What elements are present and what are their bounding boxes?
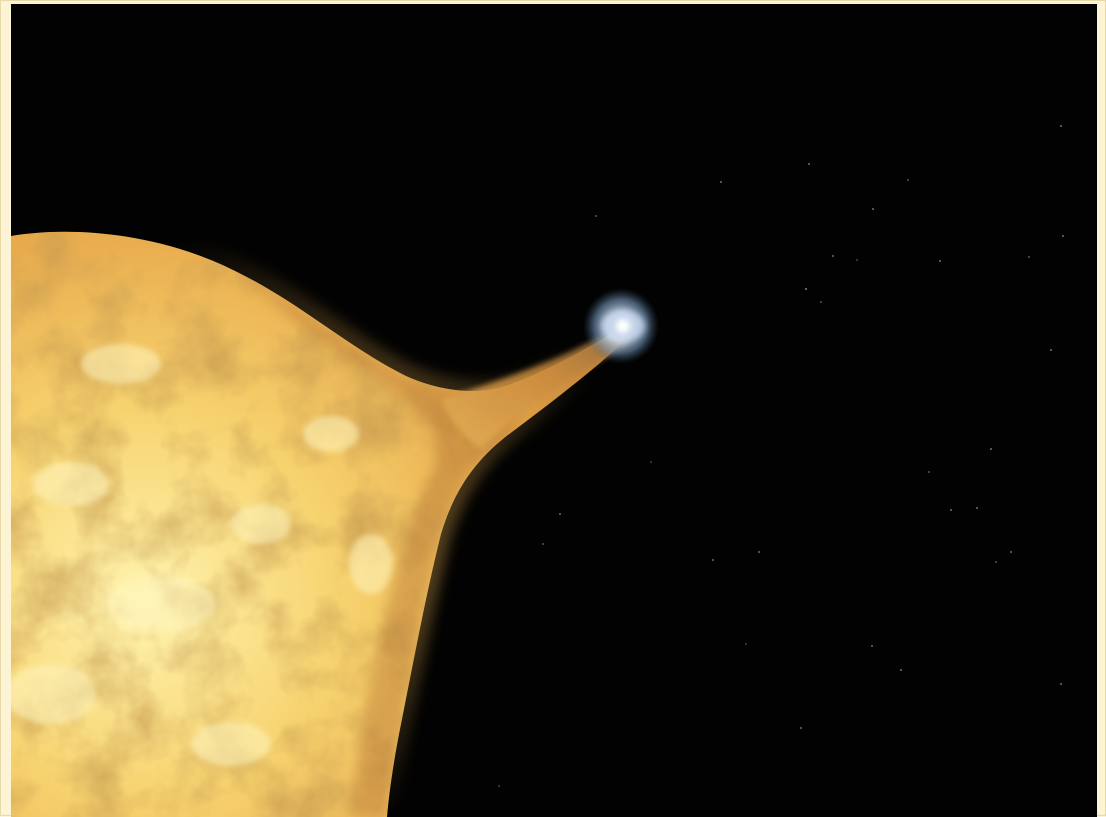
mass-transfer-stream [441, 329, 629, 449]
space-scene [11, 4, 1097, 817]
companion-star [616, 319, 630, 333]
scene-illustration [11, 4, 1097, 817]
background-stars [498, 125, 1064, 787]
